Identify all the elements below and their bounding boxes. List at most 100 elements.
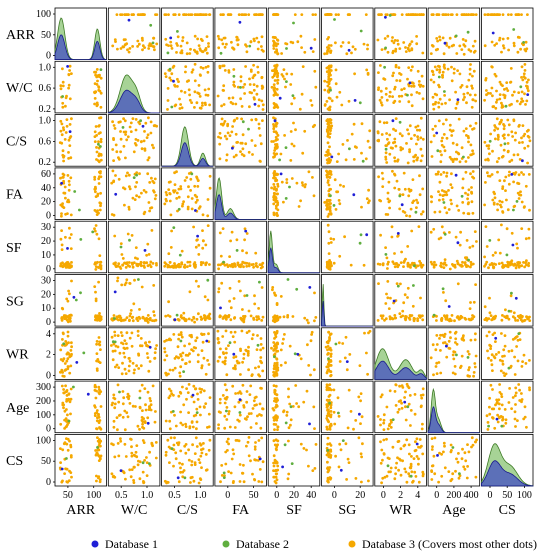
point-database-3 [132,481,136,484]
point-database-3 [94,396,98,400]
legend-label-database-2: Database 2 [236,537,289,551]
point-database-3 [202,442,205,445]
point-database-3 [259,348,262,352]
point-database-2 [113,317,116,320]
point-database-3 [520,171,523,174]
point-database-3 [287,426,291,430]
point-database-3 [328,97,332,100]
point-database-3 [307,321,310,325]
point-database-3 [201,101,204,105]
point-database-3 [218,231,222,235]
point-database-3 [502,44,505,48]
point-database-3 [483,13,487,16]
point-database-3 [254,441,257,444]
point-database-3 [64,235,67,239]
point-database-3 [325,52,329,55]
point-database-3 [381,476,385,480]
point-database-3 [95,367,99,371]
point-database-3 [467,140,470,144]
point-database-3 [255,422,258,425]
panel-sg-vs-c-s [161,274,214,327]
point-database-3 [118,413,122,417]
point-database-3 [407,194,411,198]
point-database-3 [234,102,238,106]
point-database-3 [447,189,450,192]
point-database-3 [218,401,222,405]
point-database-3 [110,317,114,321]
point-database-3 [464,170,468,174]
point-database-3 [314,85,318,89]
point-database-3 [418,85,422,88]
point-database-3 [130,445,133,449]
point-database-3 [190,318,194,322]
point-database-3 [94,268,98,271]
point-database-3 [448,347,452,350]
point-database-3 [273,185,276,189]
point-database-3 [224,450,228,454]
point-database-2 [179,339,183,343]
point-database-3 [432,73,435,76]
point-database-3 [429,78,433,82]
point-database-3 [450,172,453,176]
point-database-2 [121,126,125,129]
point-database-3 [382,438,386,442]
point-database-3 [227,70,231,74]
point-database-3 [435,319,438,322]
point-database-3 [149,131,153,135]
point-database-3 [146,314,150,317]
point-database-2 [284,197,288,200]
point-database-3 [354,477,358,480]
point-database-3 [275,373,279,377]
point-database-3 [233,405,237,409]
point-database-3 [276,468,280,472]
point-database-3 [287,439,290,443]
point-database-3 [288,344,292,348]
point-database-3 [325,100,329,103]
point-database-3 [327,125,331,129]
point-database-3 [511,135,514,138]
point-database-3 [205,35,209,38]
point-database-3 [329,410,333,413]
point-database-3 [416,317,419,321]
point-database-3 [469,301,472,304]
point-database-3 [116,383,120,387]
point-database-3 [454,469,457,473]
point-database-3 [376,319,380,322]
point-database-3 [136,263,140,266]
point-database-3 [525,99,529,103]
point-database-2 [91,230,95,234]
point-database-3 [420,154,424,158]
point-database-3 [386,213,390,216]
point-database-3 [326,476,330,480]
point-database-3 [429,140,433,144]
point-database-3 [167,252,171,256]
point-database-3 [498,358,502,362]
point-database-3 [129,309,133,312]
point-database-3 [233,84,237,88]
point-database-3 [421,422,424,426]
point-database-3 [218,157,222,161]
point-database-3 [472,300,476,304]
point-database-3 [129,312,133,315]
point-database-3 [64,131,68,134]
point-database-3 [195,238,199,242]
point-database-3 [513,336,517,340]
point-database-3 [224,356,228,360]
point-database-3 [154,347,158,351]
point-database-3 [187,79,191,82]
point-database-3 [172,333,176,336]
point-database-3 [337,152,340,156]
point-database-3 [465,256,469,259]
point-database-3 [219,136,223,140]
point-database-3 [220,474,224,477]
point-database-3 [325,173,329,177]
point-database-3 [366,139,370,143]
point-database-3 [125,316,129,319]
point-database-3 [208,317,212,320]
point-database-3 [429,52,433,55]
point-database-3 [276,184,280,188]
point-database-3 [243,238,247,242]
point-database-1 [238,20,242,24]
point-database-3 [110,344,113,347]
point-database-3 [184,362,187,365]
